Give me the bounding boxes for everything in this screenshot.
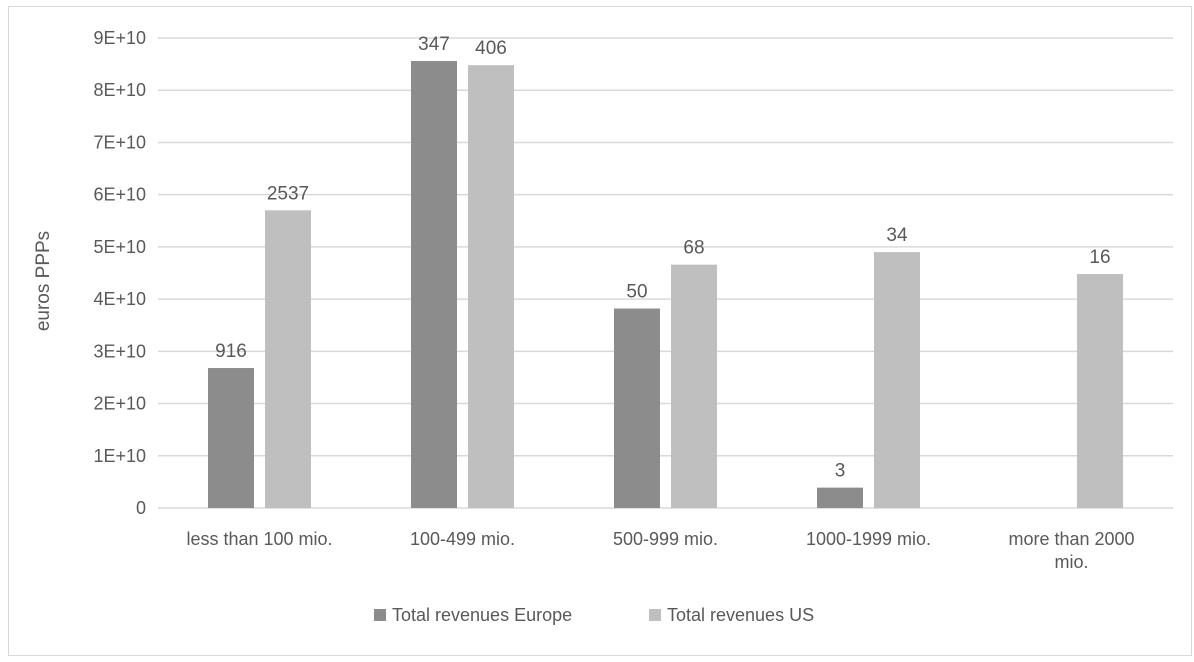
y-axis-ticks: 0 1E+10 2E+10 3E+10 4E+10 5E+10 6E+10 7E+10 8E+1… [93,28,146,518]
y-tick-label: 1E+10 [93,446,146,466]
y-tick-label: 3E+10 [93,341,146,361]
data-label: 16 [1089,247,1110,268]
bar-us [874,252,920,508]
bars [208,60,1123,509]
x-tick-label: 500-999 mio. [613,529,718,549]
y-tick-label: 9E+10 [93,28,146,48]
x-tick-label: 100-499 mio. [410,529,515,549]
data-labels: 916 347 50 3 2537 406 68 34 16 [215,34,1110,482]
y-tick-label: 5E+10 [93,237,146,257]
data-label: 347 [418,34,450,55]
bar-us [1077,274,1123,508]
y-tick-label: 6E+10 [93,185,146,205]
data-label: 916 [215,341,247,362]
bar-europe [614,308,660,508]
legend-label-europe: Total revenues Europe [392,605,572,625]
bar-europe [817,487,863,508]
x-tick-label: less than 100 mio. [186,529,332,549]
y-axis-title: euros PPPs [33,231,54,331]
data-label: 2537 [267,183,309,204]
data-label: 68 [683,238,704,259]
y-tick-label: 7E+10 [93,132,146,152]
bar-europe [208,368,254,508]
bar-us [468,65,514,509]
x-tick-label: more than 2000 mio. [1008,529,1134,572]
data-label: 50 [626,282,647,303]
data-label: 3 [835,461,846,482]
legend-swatch-us [649,609,661,621]
x-axis-ticks: less than 100 mio. 100-499 mio. 500-999 mi… [186,529,1134,572]
y-tick-label: 4E+10 [93,289,146,309]
data-label: 34 [886,225,908,246]
bar-us [671,264,717,508]
y-tick-label: 0 [136,498,146,518]
legend-swatch-europe [374,609,386,621]
y-tick-label: 2E+10 [93,394,146,414]
data-label: 406 [475,38,507,59]
chart-frame: 0 1E+10 2E+10 3E+10 4E+10 5E+10 6E+10 7E+10 8E+1… [8,6,1192,656]
x-tick-label: 1000-1999 mio. [806,529,931,549]
gridlines [158,37,1173,509]
bar-us [265,210,311,509]
y-tick-label: 8E+10 [93,80,146,100]
bar-europe [411,60,457,508]
legend: Total revenues Europe Total revenues US [374,605,814,625]
legend-label-us: Total revenues US [667,605,814,625]
bar-chart: 0 1E+10 2E+10 3E+10 4E+10 5E+10 6E+10 7E+10 8E+1… [33,28,1173,625]
